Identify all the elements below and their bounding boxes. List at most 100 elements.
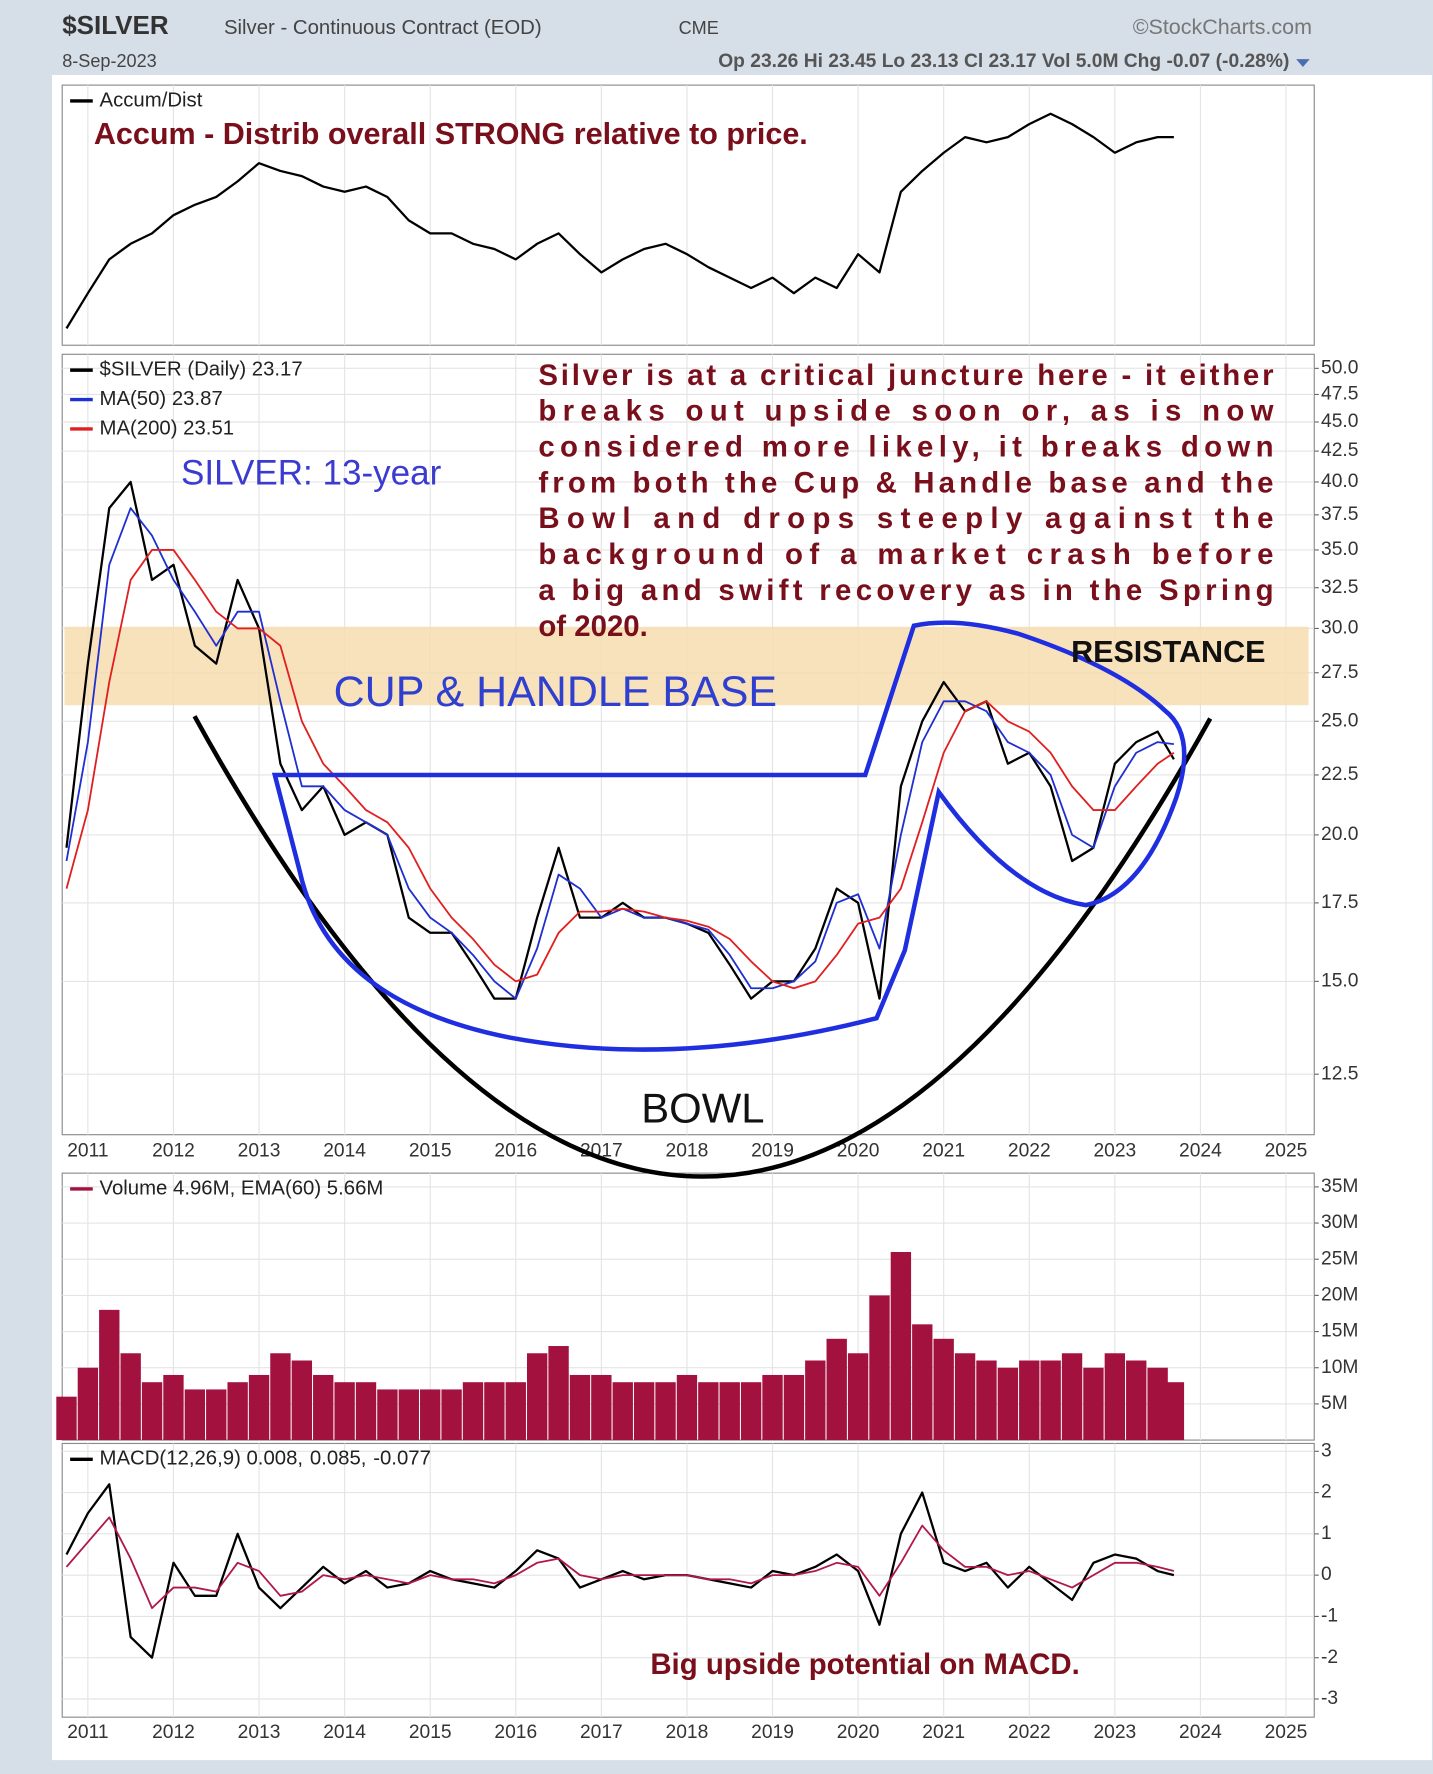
x-tick-label: 2015 <box>409 1722 452 1743</box>
pattern-label: CUP & HANDLE BASE <box>334 668 777 716</box>
series-line <box>65 1516 1175 1610</box>
x-tick-label: 2015 <box>409 1141 452 1162</box>
annotation-line: from both the Cup & Handle base and the <box>538 466 1273 499</box>
volume-bar <box>291 1360 313 1441</box>
y-tick-label: 40.0 <box>1321 471 1358 492</box>
x-tick-label: 2024 <box>1179 1141 1222 1162</box>
y-tick-label: 20M <box>1321 1284 1358 1305</box>
volume-bar <box>484 1382 505 1441</box>
volume-bar <box>976 1360 997 1441</box>
volume-bar <box>398 1389 419 1441</box>
volume-bar <box>569 1374 591 1441</box>
y-tick-label: 45.0 <box>1321 411 1358 432</box>
legend-entry: MA(200) 23.51 <box>100 417 235 439</box>
x-tick-label: 2011 <box>67 1722 108 1743</box>
y-tick-label: 0 <box>1321 1564 1332 1585</box>
volume-bar <box>740 1382 762 1441</box>
y-tick-label: 5M <box>1321 1393 1348 1414</box>
volume-bar <box>612 1382 633 1441</box>
y-tick-label: -3 <box>1321 1688 1338 1709</box>
y-tick-label: 27.5 <box>1321 662 1358 683</box>
quote: Op 23.26 Hi 23.45 Lo 23.13 Cl 23.17 Vol … <box>718 51 1289 72</box>
volume-bar <box>698 1382 719 1441</box>
source: ©StockCharts.com <box>1133 15 1312 39</box>
volume-bar <box>270 1353 291 1441</box>
volume-bar <box>120 1353 141 1441</box>
accum-annotation: Accum - Distrib overall STRONG relative … <box>94 117 808 151</box>
bowl-curve <box>192 715 1213 1179</box>
volume-bar <box>1019 1360 1040 1441</box>
x-tick-label: 2022 <box>1008 1141 1051 1162</box>
series-line <box>65 1483 1175 1659</box>
x-tick-label: 2018 <box>666 1722 709 1743</box>
y-tick-label: 35M <box>1321 1176 1358 1197</box>
x-tick-label: 2013 <box>238 1722 281 1743</box>
volume-bar <box>56 1396 77 1441</box>
x-tick-label: 2014 <box>323 1722 366 1743</box>
legend-entry: MACD(12,26,9) 0.008, <box>100 1448 304 1470</box>
volume-bar <box>420 1389 441 1441</box>
x-tick-label: 2024 <box>1179 1722 1222 1743</box>
pattern-overlay <box>192 620 1213 1179</box>
volume-bar <box>526 1353 548 1441</box>
volume-bar <box>184 1389 206 1441</box>
dropdown-icon[interactable] <box>1296 59 1310 68</box>
annotation-line: a big and swift recovery as in the Sprin… <box>538 574 1273 607</box>
volume-bar <box>505 1382 526 1441</box>
volume-bar <box>548 1346 569 1441</box>
volume-bar <box>783 1374 805 1441</box>
volume-bar <box>826 1338 847 1441</box>
y-tick-label: 32.5 <box>1321 577 1358 598</box>
volume-bar <box>334 1382 355 1441</box>
x-tick-label: 2018 <box>666 1141 709 1162</box>
x-tick-label: 2014 <box>323 1141 366 1162</box>
volume-bar <box>1061 1353 1083 1441</box>
x-tick-label: 2022 <box>1008 1722 1051 1743</box>
bowl-label: BOWL <box>641 1084 764 1131</box>
y-tick-label: 35.0 <box>1321 539 1358 560</box>
series-line <box>65 549 1175 990</box>
x-tick-label: 2016 <box>494 1141 537 1162</box>
y-tick-label: -1 <box>1321 1606 1338 1627</box>
volume-bar <box>377 1389 398 1441</box>
y-tick-label: 30.0 <box>1321 618 1358 639</box>
volume-bar <box>954 1353 976 1441</box>
y-tick-label: 42.5 <box>1321 440 1358 461</box>
x-tick-label: 2021 <box>922 1141 965 1162</box>
header: $SILVER Silver - Continuous Contract (EO… <box>62 10 1312 72</box>
panel-macd <box>61 1442 1315 1718</box>
y-tick-label: 15M <box>1321 1321 1358 1342</box>
volume-bar <box>912 1324 933 1441</box>
panel-accum <box>61 84 1315 346</box>
x-tick-label: 2019 <box>751 1141 794 1162</box>
x-tick-label: 2020 <box>837 1141 880 1162</box>
annotation-line: of 2020. <box>538 610 647 643</box>
volume-bar <box>890 1251 912 1441</box>
volume-bar <box>933 1338 954 1441</box>
cup-handle-outline <box>271 620 1187 1052</box>
volume-bar <box>77 1367 99 1441</box>
volume-bar <box>633 1382 655 1441</box>
legend-entry: 0.085, <box>310 1448 367 1470</box>
volume-bar <box>676 1374 698 1441</box>
legend-entry: -0.077 <box>373 1448 431 1470</box>
y-tick-label: 22.5 <box>1321 764 1358 785</box>
volume-bar <box>762 1374 783 1441</box>
volume-bar <box>1083 1367 1104 1441</box>
macd-annotation: Big upside potential on MACD. <box>650 1648 1079 1681</box>
x-tick-label: 2025 <box>1265 1141 1308 1162</box>
volume-bar <box>591 1374 612 1441</box>
y-tick-label: 12.5 <box>1321 1063 1358 1084</box>
x-tick-label: 2023 <box>1093 1141 1136 1162</box>
y-tick-label: 10M <box>1321 1357 1358 1378</box>
y-tick-label: 25.0 <box>1321 710 1358 731</box>
x-tick-label: 2023 <box>1093 1722 1136 1743</box>
y-tick-label: 25M <box>1321 1248 1358 1269</box>
symbol: $SILVER <box>62 10 169 40</box>
volume-bar <box>1163 1382 1185 1441</box>
legend-entry: Accum/Dist <box>100 89 203 111</box>
y-tick-label: 20.0 <box>1321 824 1358 845</box>
y-tick-label: 2 <box>1321 1482 1332 1503</box>
exchange: CME <box>679 18 719 38</box>
